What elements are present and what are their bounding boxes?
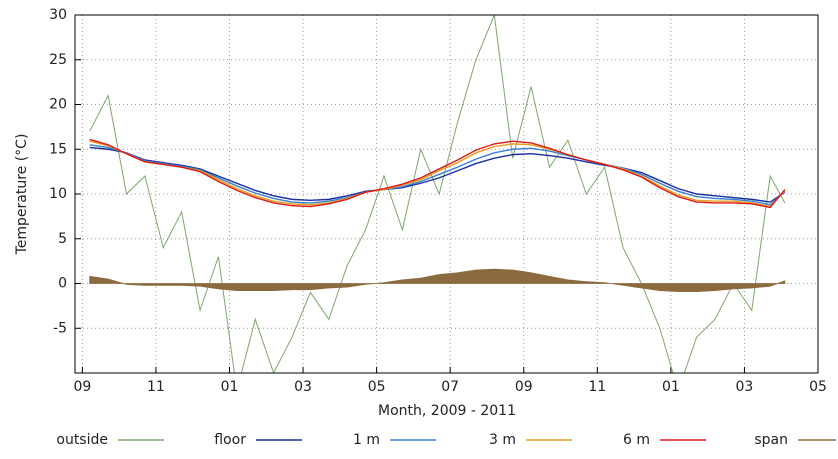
legend-label: floor xyxy=(214,432,246,448)
y-tick-label: 0 xyxy=(58,276,67,292)
x-tick-label: 11 xyxy=(147,379,165,395)
x-tick-label: 03 xyxy=(736,379,754,395)
y-tick-label: 5 xyxy=(58,231,67,247)
series-line xyxy=(89,146,786,203)
x-tick-label: 05 xyxy=(809,379,827,395)
x-tick-label: 05 xyxy=(368,379,386,395)
x-tick-label: 01 xyxy=(662,379,680,395)
y-tick-label: 15 xyxy=(49,141,67,157)
y-tick-label: 10 xyxy=(49,186,67,202)
plot-area xyxy=(89,15,786,373)
x-tick-label: 09 xyxy=(515,379,533,395)
x-tick-label: 07 xyxy=(441,379,459,395)
series-line xyxy=(89,15,786,373)
series-line xyxy=(89,140,786,208)
x-tick-label: 01 xyxy=(221,379,239,395)
legend-label: 1 m xyxy=(353,432,380,448)
y-axis-label: Temperature (°C) xyxy=(14,134,30,256)
x-tick-label: 03 xyxy=(294,379,312,395)
x-tick-label: 09 xyxy=(73,379,91,395)
x-axis-label: Month, 2009 - 2011 xyxy=(378,403,516,419)
y-tick-label: 20 xyxy=(49,97,67,113)
legend-label: 3 m xyxy=(489,432,516,448)
series-line xyxy=(89,138,786,209)
y-tick-label: -5 xyxy=(53,320,67,336)
plot-frame xyxy=(74,14,819,374)
series-line xyxy=(89,144,786,206)
x-tick-label: 11 xyxy=(588,379,606,395)
span-area xyxy=(89,268,786,292)
legend-label: outside xyxy=(56,432,108,448)
legend-label: span xyxy=(754,432,788,448)
y-tick-label: 25 xyxy=(49,52,67,68)
y-tick-label: 30 xyxy=(49,7,67,23)
legend-label: 6 m xyxy=(623,432,650,448)
